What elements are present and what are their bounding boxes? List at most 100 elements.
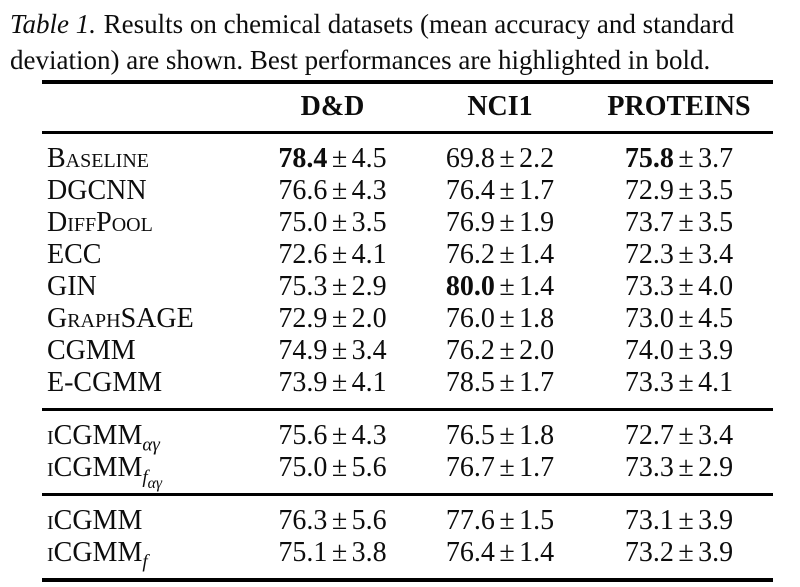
plus-minus: ± (678, 143, 694, 174)
result-cell-dd: 75.3 ±2.9 (250, 271, 415, 303)
model-name: Baseline (47, 143, 149, 174)
model-label: iCGMM (42, 493, 250, 537)
plus-minus: ± (499, 537, 515, 568)
mean-value: 72.9 (624, 175, 674, 206)
model-name: DGCNN (47, 175, 147, 206)
model-label: iCGMMfαγ (42, 452, 250, 495)
table-row: iCGMMαγ 75.6 ±4.3 76.5 ±1.8 72.7 ±3.4 (42, 408, 773, 455)
table-group-3: iCGMM 76.3 ±5.6 77.6 ±1.5 73.1 ±3.9 iCGMMf … (42, 493, 773, 581)
plus-minus: ± (678, 175, 694, 206)
std-value: 1.9 (519, 207, 555, 238)
std-value: 4.1 (698, 367, 734, 398)
plus-minus: ± (678, 335, 694, 366)
result-cell-dd: 76.6 ±4.3 (250, 175, 415, 207)
plus-minus: ± (499, 420, 515, 451)
result-cell-nci1: 77.6 ±1.5 (415, 493, 585, 537)
result-cell-proteins: 72.3 ±3.4 (585, 239, 773, 271)
table-row: DGCNN 76.6 ±4.3 76.4 ±1.7 72.9 ±3.5 (42, 175, 773, 207)
std-value: 1.5 (519, 505, 555, 536)
model-label: ECC (42, 239, 250, 271)
model-label: iCGMMαγ (42, 408, 250, 455)
result-cell-proteins: 74.0 ±3.9 (585, 335, 773, 367)
plus-minus: ± (331, 143, 348, 174)
mean-value: 73.0 (624, 303, 674, 334)
mean-value: 77.6 (445, 505, 495, 536)
result-cell-nci1: 76.5 ±1.8 (415, 408, 585, 452)
result-cell-proteins: 73.0 ±4.5 (585, 303, 773, 335)
mean-value: 78.4 (278, 143, 328, 174)
result-cell-dd: 75.0 ±5.6 (250, 452, 415, 495)
model-name: iCGMM (47, 537, 143, 568)
column-header-dd: D&D (250, 82, 415, 134)
table-row: GraphSAGE 72.9 ±2.0 76.0 ±1.8 73.0 ±4.5 (42, 303, 773, 335)
mean-value: 75.8 (624, 143, 674, 174)
model-subscript: f (142, 551, 148, 573)
mean-value: 75.3 (278, 271, 328, 302)
std-value: 3.7 (698, 143, 734, 174)
plus-minus: ± (331, 420, 348, 451)
plus-minus: ± (499, 143, 515, 174)
mean-value: 76.4 (445, 175, 495, 206)
column-header-nci1: NCI1 (415, 82, 585, 134)
model-label: GraphSAGE (42, 303, 250, 335)
result-cell-nci1: 80.0 ±1.4 (415, 271, 585, 303)
table-row: Baseline 78.4 ±4.5 69.8 ±2.2 75.8 ±3.7 (42, 133, 773, 176)
model-name: iCGMM (47, 452, 143, 483)
std-value: 4.0 (698, 271, 734, 302)
plus-minus: ± (499, 239, 515, 270)
std-value: 3.4 (698, 239, 734, 270)
std-value: 1.4 (519, 239, 555, 270)
std-value: 3.9 (698, 537, 734, 568)
std-value: 1.7 (519, 452, 555, 483)
plus-minus: ± (678, 303, 694, 334)
model-label: DiffPool (42, 207, 250, 239)
plus-minus: ± (331, 271, 348, 302)
plus-minus: ± (331, 537, 348, 568)
results-table: D&D NCI1 PROTEINS Baseline 78.4 ±4.5 69.8… (42, 80, 773, 582)
std-value: 3.9 (698, 505, 734, 536)
std-value: 2.2 (519, 143, 555, 174)
model-label: GIN (42, 271, 250, 303)
table-row: iCGMMf 75.1 ±3.8 76.4 ±1.4 73.2 ±3.9 (42, 537, 773, 580)
plus-minus: ± (678, 537, 694, 568)
mean-value: 75.6 (278, 420, 328, 451)
mean-value: 75.0 (278, 452, 328, 483)
std-value: 5.6 (351, 505, 387, 536)
model-name: E-CGMM (47, 367, 163, 398)
std-value: 2.9 (698, 452, 734, 483)
std-value: 4.5 (698, 303, 734, 334)
mean-value: 76.3 (278, 505, 328, 536)
mean-value: 76.5 (445, 420, 495, 451)
mean-value: 73.3 (624, 452, 674, 483)
mean-value: 72.7 (624, 420, 674, 451)
plus-minus: ± (499, 505, 515, 536)
plus-minus: ± (678, 367, 694, 398)
model-subscript: fαγ (142, 466, 163, 492)
result-cell-nci1: 69.8 ±2.2 (415, 133, 585, 176)
plus-minus: ± (331, 303, 348, 334)
plus-minus: ± (331, 175, 348, 206)
result-cell-nci1: 76.4 ±1.4 (415, 537, 585, 580)
result-cell-proteins: 73.3 ±4.1 (585, 367, 773, 410)
std-value: 4.3 (351, 420, 387, 451)
std-value: 1.4 (519, 537, 555, 568)
std-value: 3.5 (698, 207, 734, 238)
result-cell-nci1: 76.0 ±1.8 (415, 303, 585, 335)
std-value: 3.5 (698, 175, 734, 206)
plus-minus: ± (499, 452, 515, 483)
mean-value: 72.6 (278, 239, 328, 270)
mean-value: 72.3 (624, 239, 674, 270)
std-value: 4.1 (351, 367, 387, 398)
result-cell-dd: 76.3 ±5.6 (250, 493, 415, 537)
std-value: 2.9 (351, 271, 387, 302)
plus-minus: ± (499, 303, 515, 334)
result-cell-dd: 75.1 ±3.8 (250, 537, 415, 580)
table-row: iCGMM 76.3 ±5.6 77.6 ±1.5 73.1 ±3.9 (42, 493, 773, 537)
caption-label: Table 1. (10, 9, 97, 39)
table-header-row: D&D NCI1 PROTEINS (42, 82, 773, 134)
plus-minus: ± (678, 207, 694, 238)
mean-value: 73.9 (278, 367, 328, 398)
table-header: D&D NCI1 PROTEINS (42, 82, 773, 134)
result-cell-dd: 78.4 ±4.5 (250, 133, 415, 176)
mean-value: 76.2 (445, 335, 495, 366)
